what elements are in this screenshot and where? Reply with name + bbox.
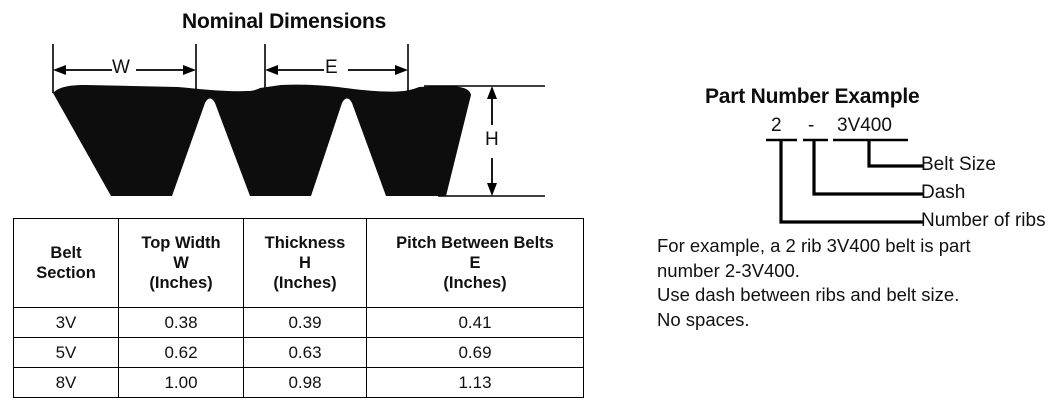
cell-top-width: 1.00 [118, 367, 244, 398]
cell-belt-section: 8V [13, 367, 119, 398]
header-line: Top Width [141, 233, 221, 252]
description-line: Use dash between ribs and belt size. [657, 284, 960, 306]
cell-belt-section: 5V [13, 337, 119, 368]
table-row: 3V 0.38 0.39 0.41 [13, 307, 584, 338]
dimension-label-e: E [325, 57, 338, 78]
header-line: E [469, 253, 481, 272]
header-line: (Inches) [149, 274, 213, 293]
header-line: (Inches) [273, 274, 337, 293]
part-number-token-belt-size: 3V400 [837, 115, 892, 136]
dimension-arrow-w [53, 65, 196, 75]
part-number-leader-lines-svg [766, 138, 923, 224]
nominal-dimensions-title: Nominal Dimensions [182, 10, 387, 33]
part-number-example-title: Part Number Example [705, 85, 920, 108]
dimension-label-h: H [485, 129, 499, 150]
part-number-example-block: Part Number Example 2 - 3V400 Belt Size … [655, 85, 1064, 405]
cell-thickness: 0.63 [243, 337, 367, 368]
belt-cross-section-diagram: W E H [0, 0, 600, 215]
table-row: 5V 0.62 0.63 0.69 [13, 337, 584, 368]
header-line: W [173, 253, 189, 272]
header-line: (Inches) [443, 274, 507, 293]
dimension-arrow-h [487, 86, 497, 196]
part-number-token-ribs: 2 [771, 115, 782, 136]
cell-thickness: 0.98 [243, 367, 367, 398]
cell-pitch: 0.41 [366, 307, 584, 338]
description-line: For example, a 2 rib 3V400 belt is part [657, 235, 971, 256]
table-header-row: Belt Section Top Width W (Inches) Thickn… [13, 218, 584, 308]
header-line: Belt [50, 243, 82, 262]
part-number-description: For example, a 2 rib 3V400 belt is part … [657, 234, 1057, 332]
cell-belt-section: 3V [13, 307, 119, 338]
column-header-thickness: Thickness H (Inches) [243, 218, 367, 308]
cell-pitch: 0.69 [366, 337, 584, 368]
leader-line-ribs [779, 140, 923, 224]
leader-line-dash [812, 140, 923, 196]
header-line: Thickness [264, 233, 346, 252]
dimension-label-w: W [112, 57, 130, 78]
part-number-token-dash: - [808, 115, 815, 136]
cell-thickness: 0.39 [243, 307, 367, 338]
description-line: No spaces. [657, 308, 750, 330]
cell-pitch: 1.13 [366, 367, 584, 398]
leader-label-belt-size: Belt Size [921, 154, 996, 175]
header-line: Pitch Between Belts [396, 233, 554, 252]
header-line: H [299, 253, 311, 272]
column-header-belt-section: Belt Section [13, 218, 119, 308]
header-line: Section [36, 264, 96, 282]
cell-top-width: 0.38 [118, 307, 244, 338]
belt-dimensions-table: Belt Section Top Width W (Inches) Thickn… [13, 218, 584, 398]
dimension-arrow-e [265, 65, 408, 75]
column-header-pitch-between-belts: Pitch Between Belts E (Inches) [366, 218, 584, 308]
belt-profile-svg [52, 44, 545, 197]
leader-label-dash: Dash [921, 182, 966, 203]
description-line: number 2-3V400. [657, 259, 800, 281]
leader-line-belt-size [867, 140, 923, 168]
table-row: 8V 1.00 0.98 1.13 [13, 367, 584, 398]
cell-top-width: 0.62 [118, 337, 244, 368]
leader-label-number-of-ribs: Number of ribs [921, 210, 1046, 231]
belt-profile-shape [53, 84, 471, 196]
column-header-top-width: Top Width W (Inches) [118, 218, 244, 308]
